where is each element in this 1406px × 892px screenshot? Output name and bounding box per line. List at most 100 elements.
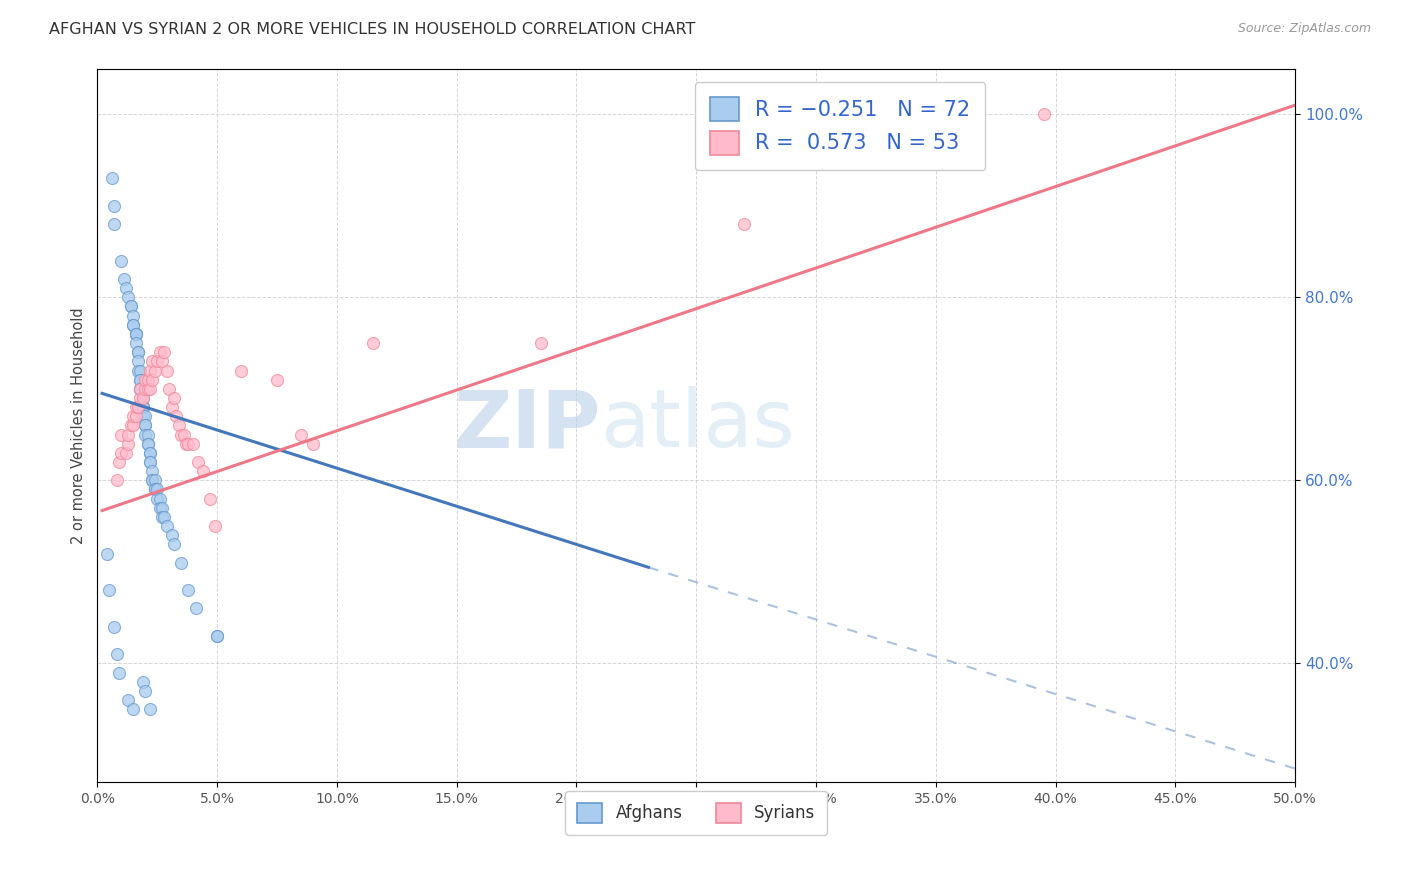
Point bbox=[153, 510, 176, 524]
Point bbox=[132, 400, 155, 414]
Point bbox=[141, 474, 163, 488]
Point bbox=[136, 373, 159, 387]
Point bbox=[132, 400, 155, 414]
Point bbox=[115, 446, 138, 460]
Point bbox=[150, 500, 173, 515]
Point bbox=[163, 391, 186, 405]
Point bbox=[205, 629, 228, 643]
Point bbox=[177, 583, 200, 598]
Point bbox=[125, 336, 148, 351]
Point bbox=[150, 354, 173, 368]
Point bbox=[129, 382, 152, 396]
Point bbox=[139, 455, 162, 469]
Point bbox=[122, 409, 145, 424]
Point bbox=[170, 556, 193, 570]
Point bbox=[141, 464, 163, 478]
Point bbox=[136, 427, 159, 442]
Point bbox=[146, 354, 169, 368]
Y-axis label: 2 or more Vehicles in Household: 2 or more Vehicles in Household bbox=[72, 307, 86, 544]
Point bbox=[191, 464, 214, 478]
Point bbox=[117, 693, 139, 707]
Point bbox=[127, 363, 149, 377]
Point bbox=[165, 409, 187, 424]
Point bbox=[184, 601, 207, 615]
Point bbox=[132, 674, 155, 689]
Point bbox=[134, 409, 156, 424]
Point bbox=[139, 382, 162, 396]
Point bbox=[139, 446, 162, 460]
Point bbox=[98, 583, 121, 598]
Point bbox=[120, 300, 142, 314]
Point bbox=[115, 281, 138, 295]
Point bbox=[1032, 107, 1054, 121]
Point bbox=[141, 474, 163, 488]
Point bbox=[105, 474, 128, 488]
Point bbox=[125, 326, 148, 341]
Point bbox=[529, 336, 551, 351]
Point bbox=[100, 171, 122, 186]
Point bbox=[129, 373, 152, 387]
Point bbox=[112, 272, 135, 286]
Point bbox=[139, 446, 162, 460]
Point bbox=[143, 483, 166, 497]
Point bbox=[127, 345, 149, 359]
Point bbox=[132, 409, 155, 424]
Point bbox=[139, 363, 162, 377]
Point bbox=[170, 427, 193, 442]
Point bbox=[132, 391, 155, 405]
Point bbox=[129, 382, 152, 396]
Point bbox=[136, 436, 159, 450]
Point bbox=[156, 519, 179, 533]
Point bbox=[108, 455, 131, 469]
Point bbox=[120, 418, 142, 433]
Point bbox=[136, 382, 159, 396]
Point bbox=[122, 418, 145, 433]
Point bbox=[150, 510, 173, 524]
Point bbox=[134, 683, 156, 698]
Point bbox=[141, 373, 163, 387]
Point bbox=[127, 400, 149, 414]
Point bbox=[129, 391, 152, 405]
Point bbox=[103, 620, 125, 634]
Point bbox=[105, 647, 128, 661]
Point bbox=[160, 528, 183, 542]
Point bbox=[143, 483, 166, 497]
Point bbox=[134, 418, 156, 433]
Point bbox=[117, 436, 139, 450]
Point bbox=[949, 107, 972, 121]
Text: Source: ZipAtlas.com: Source: ZipAtlas.com bbox=[1237, 22, 1371, 36]
Text: ZIP: ZIP bbox=[453, 386, 600, 465]
Point bbox=[198, 491, 221, 506]
Point bbox=[139, 702, 162, 716]
Point bbox=[134, 427, 156, 442]
Point bbox=[103, 199, 125, 213]
Point bbox=[129, 373, 152, 387]
Point bbox=[127, 345, 149, 359]
Point bbox=[129, 382, 152, 396]
Text: atlas: atlas bbox=[600, 386, 794, 465]
Point bbox=[163, 537, 186, 551]
Point bbox=[132, 400, 155, 414]
Point bbox=[125, 400, 148, 414]
Point bbox=[157, 382, 180, 396]
Point bbox=[134, 382, 156, 396]
Point bbox=[173, 427, 195, 442]
Point bbox=[136, 436, 159, 450]
Point bbox=[117, 290, 139, 304]
Point bbox=[141, 354, 163, 368]
Point bbox=[167, 418, 190, 433]
Point bbox=[205, 629, 228, 643]
Point bbox=[108, 665, 131, 680]
Point bbox=[110, 427, 132, 442]
Point bbox=[132, 391, 155, 405]
Point bbox=[174, 436, 197, 450]
Point bbox=[125, 326, 148, 341]
Point bbox=[96, 547, 118, 561]
Point bbox=[181, 436, 204, 450]
Point bbox=[110, 253, 132, 268]
Point bbox=[103, 217, 125, 231]
Point bbox=[153, 345, 176, 359]
Point bbox=[127, 354, 149, 368]
Point bbox=[733, 217, 755, 231]
Point bbox=[160, 400, 183, 414]
